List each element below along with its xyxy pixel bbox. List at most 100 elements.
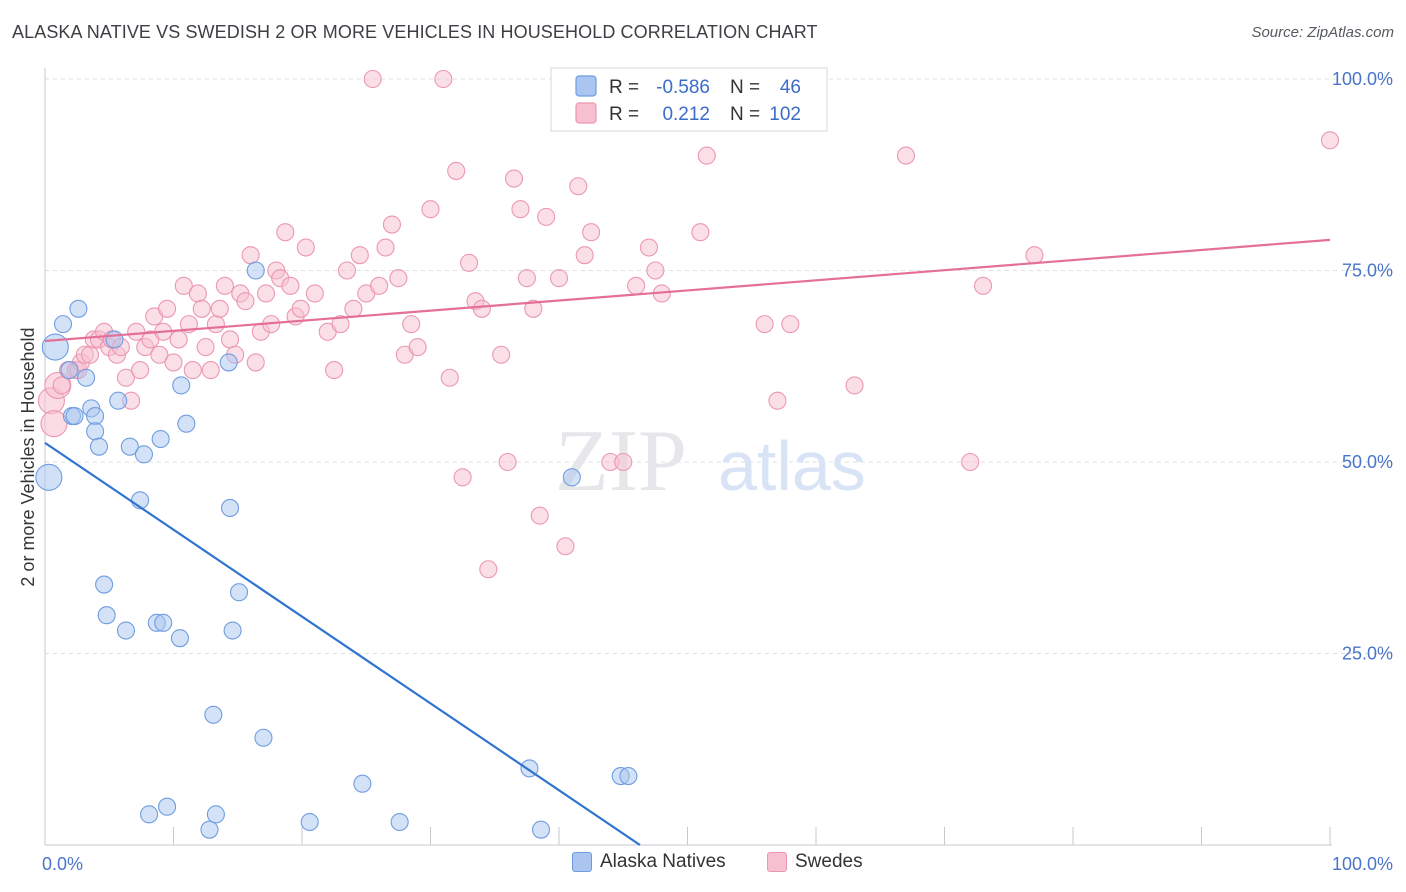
- legend-label-alaska-natives: Alaska Natives: [600, 851, 726, 872]
- swedes-point: [549, 269, 569, 288]
- y-axis-label: 2 or more Vehicles in Household: [18, 327, 38, 586]
- swedes-point: [220, 330, 240, 349]
- swedes-point: [127, 322, 146, 341]
- swedes-point: [517, 269, 536, 288]
- swedes-point: [40, 410, 68, 438]
- alaska-natives-point: [41, 333, 69, 361]
- alaska-natives-point: [97, 606, 116, 625]
- alaska-natives-point: [223, 621, 242, 640]
- swedes-point: [363, 69, 382, 89]
- swedes-point: [276, 223, 295, 242]
- swedes-point: [201, 361, 220, 380]
- y-tick-label: 25.0%: [1342, 644, 1393, 664]
- swedes-point: [492, 345, 511, 364]
- alaska-natives-point: [219, 353, 238, 372]
- swedes-point: [158, 299, 177, 318]
- swedes-point: [174, 276, 193, 295]
- legend-swatch-alaska-natives: [572, 852, 592, 872]
- alaska-natives-point: [86, 406, 105, 426]
- swedes-trend-line: [44, 238, 1331, 343]
- swedes-point: [210, 299, 229, 318]
- swedes-point: [646, 261, 665, 280]
- legend-swatch-swedes: [575, 102, 597, 124]
- swedes-point: [537, 207, 556, 226]
- legend-n-label-2: N =: [730, 104, 760, 125]
- swedes-point: [169, 330, 188, 349]
- swedes-point: [781, 315, 800, 334]
- y-tick-label: 75.0%: [1342, 261, 1393, 281]
- alaska-natives-point: [89, 437, 109, 456]
- swedes-point: [344, 299, 363, 318]
- swedes-point: [1025, 246, 1044, 265]
- x-tick-label: 100.0%: [1332, 854, 1393, 874]
- swedes-point: [370, 276, 389, 295]
- swedes-point: [215, 276, 234, 295]
- swedes-point: [192, 299, 211, 318]
- stats-legend: R = -0.586 N = 46 R = 0.212 N = 102: [550, 67, 828, 132]
- swedes-point: [325, 361, 344, 380]
- swedes-point: [1320, 131, 1340, 150]
- swedes-point: [241, 246, 260, 265]
- swedes-point: [479, 560, 498, 579]
- alaska-natives-point: [531, 820, 551, 839]
- swedes-point: [305, 284, 324, 303]
- swedes-point: [575, 246, 594, 265]
- alaska-natives-point: [390, 812, 409, 832]
- alaska-natives-point: [109, 391, 128, 410]
- alaska-natives-point: [69, 299, 88, 318]
- alaska-natives-point: [65, 406, 84, 426]
- legend-label-swedes: Swedes: [795, 851, 863, 872]
- legend-swatch-alaska: [575, 75, 597, 97]
- alaska-natives-point: [86, 422, 105, 441]
- legend-swatch-swedes: [767, 852, 787, 872]
- swedes-point: [331, 315, 350, 334]
- swedes-point: [131, 361, 150, 380]
- swedes-point: [973, 276, 993, 295]
- alaska-natives-point: [95, 575, 114, 594]
- alaska-natives-point: [35, 463, 63, 491]
- swedes-point: [256, 284, 276, 303]
- alaska-natives-point: [53, 315, 73, 334]
- swedes-point: [350, 246, 369, 265]
- legend-item-alaska-natives: Alaska Natives: [572, 851, 726, 873]
- alaska-natives-point: [172, 376, 191, 395]
- alaska-natives-point: [134, 445, 153, 464]
- y-tick-label: 50.0%: [1342, 452, 1393, 472]
- y-tick-label: 100.0%: [1332, 69, 1393, 89]
- swedes-point: [246, 353, 265, 372]
- alaska-natives-point: [204, 705, 223, 724]
- swedes-point: [52, 376, 71, 395]
- swedes-point: [408, 338, 427, 357]
- legend-r-value-1: -0.586: [656, 77, 710, 98]
- legend-box: [550, 67, 828, 132]
- swedes-point: [206, 315, 225, 334]
- swedes-point: [402, 315, 421, 334]
- swedes-point: [896, 146, 916, 165]
- alaska-natives-point: [220, 498, 240, 518]
- swedes-point: [382, 215, 402, 234]
- swedes-point: [614, 452, 633, 472]
- alaska-natives-point: [300, 812, 319, 832]
- swedes-point: [697, 146, 716, 165]
- swedes-point: [524, 299, 543, 318]
- swedes-points: [37, 69, 1340, 579]
- alaska-natives-point: [229, 583, 249, 602]
- swedes-point: [530, 506, 549, 525]
- series-legend: Alaska Natives Swedes: [0, 851, 1406, 879]
- swedes-point: [511, 200, 530, 219]
- swedes-point: [459, 253, 479, 272]
- swedes-point: [569, 177, 588, 196]
- swedes-point: [639, 238, 659, 257]
- legend-n-value-1: 46: [780, 77, 801, 98]
- alaska-natives-point: [158, 797, 177, 816]
- swedes-point: [291, 299, 310, 318]
- alaska-natives-point: [562, 468, 581, 487]
- alaska-natives-point: [353, 774, 372, 793]
- swedes-point: [768, 391, 787, 410]
- alaska-natives-point: [140, 805, 159, 824]
- swedes-point: [236, 292, 255, 311]
- swedes-point: [188, 284, 207, 303]
- swedes-point: [421, 200, 440, 219]
- alaska-natives-point: [619, 767, 638, 786]
